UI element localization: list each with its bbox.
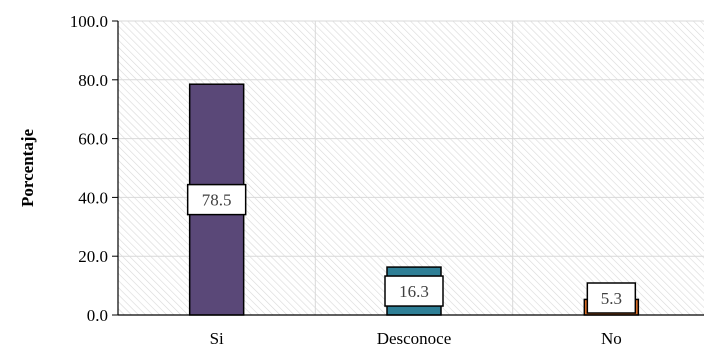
- data-label-box: [186, 183, 247, 216]
- data-label: 5.3: [601, 289, 622, 308]
- y-tick-labels: 0.0 20.0 40.0 60.0 80.0 100.0: [70, 12, 108, 325]
- x-tick-label: No: [601, 329, 622, 348]
- y-axis-label: Porcentaje: [18, 129, 37, 207]
- data-label: 16.3: [399, 282, 429, 301]
- data-label: 78.5: [202, 191, 232, 210]
- y-tick-label: 60.0: [78, 130, 108, 149]
- y-tick-label: 0.0: [87, 306, 108, 325]
- x-tick-labels: Si Desconoce No: [210, 329, 622, 348]
- axes: [112, 20, 704, 316]
- data-labels: 78.5 16.3 5.3: [186, 183, 637, 314]
- x-tick-label: Si: [210, 329, 224, 348]
- y-tick-label: 80.0: [78, 71, 108, 90]
- y-tick-label: 40.0: [78, 188, 108, 207]
- data-label-box: [586, 282, 637, 314]
- y-tick-label: 20.0: [78, 247, 108, 266]
- x-tick-label: Desconoce: [377, 329, 452, 348]
- data-label-box: [384, 275, 444, 307]
- y-tick-label: 100.0: [70, 12, 108, 31]
